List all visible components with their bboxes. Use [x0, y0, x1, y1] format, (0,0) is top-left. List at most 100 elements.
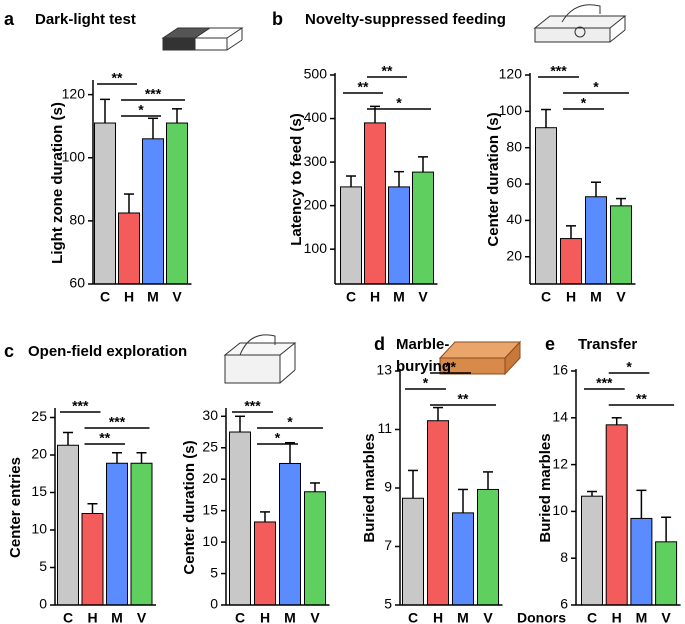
- y-tick-label: 11: [377, 420, 392, 436]
- significance-label: *: [275, 430, 281, 446]
- y-tick-label: 100: [304, 240, 328, 256]
- bar: [388, 186, 410, 285]
- bar: [585, 196, 607, 285]
- x-tick-label: V: [310, 610, 320, 624]
- x-tick-label: C: [587, 610, 597, 624]
- y-tick-label: 10: [552, 502, 568, 518]
- y-tick-label: 15: [31, 483, 47, 499]
- significance-label: *: [581, 95, 587, 111]
- y-tick-label: 6: [560, 596, 568, 612]
- y-tick-label: 20: [506, 247, 522, 263]
- bar: [166, 122, 188, 285]
- x-tick-label: V: [418, 289, 428, 305]
- x-tick-label: H: [370, 289, 380, 305]
- x-tick-label: M: [284, 610, 296, 624]
- panel-letter: a: [4, 9, 15, 29]
- y-tick-label: 8: [560, 549, 568, 565]
- significance-label: **: [458, 391, 469, 407]
- significance-label: **: [445, 359, 456, 375]
- y-axis-label: Center entries: [7, 457, 24, 558]
- y-tick-label: 14: [552, 409, 568, 425]
- y-axis-label: Light zone duration (s): [49, 102, 66, 264]
- x-tick-label: C: [408, 610, 418, 624]
- y-tick-label: 120: [62, 85, 86, 101]
- y-tick-label: 13: [376, 362, 392, 378]
- bar: [605, 424, 628, 606]
- y-tick-label: 7: [384, 537, 392, 553]
- bar: [655, 541, 678, 606]
- significance-label: ***: [596, 375, 613, 391]
- marble-icon: [438, 340, 522, 376]
- bar: [581, 495, 603, 606]
- significance-label: *: [423, 375, 429, 391]
- bar: [477, 488, 499, 606]
- bar: [402, 497, 424, 606]
- bar: [94, 122, 116, 285]
- bar: [452, 512, 474, 606]
- significance-label: **: [99, 430, 110, 446]
- panel-letter: e: [545, 334, 555, 354]
- bar: [106, 462, 128, 606]
- panel-title: Transfer: [578, 336, 637, 353]
- x-tick-label: H: [260, 610, 270, 624]
- x-tick-label: V: [137, 610, 147, 624]
- bar: [57, 444, 79, 606]
- bar: [279, 462, 301, 606]
- y-tick-label: 15: [202, 501, 218, 517]
- panel-title: burying: [396, 358, 451, 375]
- y-tick-label: 60: [69, 275, 85, 291]
- x-tick-label: V: [616, 289, 626, 305]
- y-tick-label: 80: [69, 212, 85, 228]
- y-axis-label: Center duration (s): [485, 112, 502, 246]
- bar: [412, 171, 434, 285]
- bar: [130, 462, 153, 606]
- y-tick-label: 80: [506, 138, 522, 154]
- significance-label: **: [112, 70, 123, 86]
- x-tick-label: H: [433, 610, 443, 624]
- y-tick-label: 10: [202, 533, 218, 549]
- significance-label: *: [396, 95, 402, 111]
- bar: [427, 420, 449, 606]
- y-axis-label: Latency to feed (s): [288, 113, 305, 246]
- significance-label: *: [593, 79, 599, 95]
- y-tick-label: 200: [304, 196, 328, 212]
- significance-label: ***: [145, 86, 162, 102]
- y-tick-label: 100: [499, 102, 523, 118]
- significance-label: ***: [244, 398, 261, 414]
- bar: [229, 431, 251, 606]
- x-tick-label: V: [172, 289, 182, 305]
- x-tick-label: C: [235, 610, 245, 624]
- significance-label: **: [358, 79, 369, 95]
- bar: [142, 138, 164, 285]
- x-tick-label: H: [566, 289, 576, 305]
- bar: [610, 205, 632, 285]
- y-tick-label: 20: [31, 446, 47, 462]
- y-tick-label: 5: [210, 564, 218, 580]
- y-tick-label: 500: [304, 66, 328, 82]
- y-tick-label: 5: [384, 596, 392, 612]
- x-tick-label: M: [393, 289, 405, 305]
- panel-title: Open-field exploration: [28, 343, 187, 360]
- x-tick-label: H: [87, 610, 97, 624]
- significance-label: *: [287, 414, 293, 430]
- x-tick-label: M: [147, 289, 159, 305]
- panel-letter: c: [4, 341, 14, 361]
- y-tick-label: 25: [202, 438, 218, 454]
- x-tick-label: M: [457, 610, 469, 624]
- y-tick-label: 0: [39, 596, 47, 612]
- x-tick-label: V: [483, 610, 493, 624]
- dark-light-icon: [161, 27, 244, 51]
- bar: [630, 517, 653, 606]
- bar: [254, 521, 276, 606]
- x-tick-label: M: [590, 289, 602, 305]
- x-tick-label: C: [541, 289, 551, 305]
- panel-title: Dark-light test: [35, 11, 136, 28]
- x-tick-label: C: [63, 610, 73, 624]
- y-tick-label: 12: [552, 455, 568, 471]
- bar: [118, 212, 140, 285]
- y-tick-label: 60: [506, 175, 522, 191]
- y-tick-label: 20: [202, 470, 218, 486]
- significance-label: *: [138, 102, 144, 118]
- significance-label: ***: [72, 398, 89, 414]
